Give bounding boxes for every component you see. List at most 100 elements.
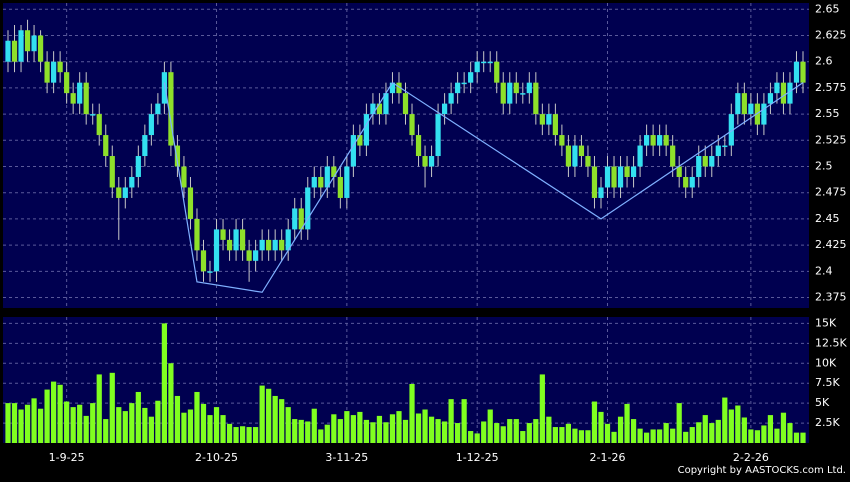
volume-bar xyxy=(279,399,285,443)
volume-bar xyxy=(253,427,259,443)
y2-tick-label: 2.5K xyxy=(815,416,840,429)
copyright: Copyright by AASTOCKS.com Ltd. xyxy=(678,465,846,476)
candle-body xyxy=(676,166,682,177)
candle-body xyxy=(194,218,200,251)
candle-body xyxy=(142,135,148,157)
volume-bar xyxy=(604,423,611,443)
volume-bar xyxy=(663,423,669,443)
volume-bar xyxy=(533,419,539,443)
candle-body xyxy=(767,93,774,104)
volume-bar xyxy=(44,389,50,443)
volume-bar xyxy=(741,417,747,443)
y-tick-label: 2.375 xyxy=(815,291,847,304)
volume-bar xyxy=(617,416,624,443)
volume-bar xyxy=(793,432,800,443)
volume-bar xyxy=(200,403,207,443)
y2-tick-label: 15K xyxy=(815,316,837,329)
volume-bar xyxy=(715,419,721,443)
x-tick-label: 2-2-26 xyxy=(733,451,769,464)
volume-bar xyxy=(239,426,246,443)
candle-body xyxy=(526,82,532,94)
volume-bar xyxy=(585,430,591,443)
volume-bar xyxy=(344,411,350,443)
volume-bar xyxy=(311,408,317,443)
volume-bar xyxy=(676,403,682,443)
candle-body xyxy=(279,239,285,251)
y2-tick-label: 7.5K xyxy=(815,376,840,389)
candle-body xyxy=(24,30,31,52)
candle-body xyxy=(585,156,591,167)
volume-bar xyxy=(233,427,239,443)
candle-body xyxy=(774,82,780,94)
candle-body xyxy=(689,176,695,188)
candle-body xyxy=(683,176,689,188)
volume-bar xyxy=(226,423,233,443)
candle-body xyxy=(57,61,63,73)
candle-body xyxy=(103,135,109,157)
volume-bar xyxy=(331,414,337,443)
volume-bar xyxy=(487,409,493,443)
volume-bar xyxy=(748,429,754,443)
candle-body xyxy=(481,61,487,64)
volume-bar xyxy=(565,423,572,443)
volume-bar xyxy=(37,408,44,443)
volume-bar xyxy=(155,400,161,443)
volume-bar xyxy=(754,430,760,443)
volume-bar xyxy=(363,419,370,443)
volume-bar xyxy=(774,428,780,443)
volume-bar xyxy=(689,427,695,443)
volume-bar xyxy=(455,423,461,443)
volume-bar xyxy=(357,411,363,443)
candle-body xyxy=(161,72,167,104)
y-tick-label: 2.45 xyxy=(815,212,840,225)
volume-bar xyxy=(142,407,148,443)
candle-body xyxy=(448,93,454,104)
volume-bar xyxy=(350,415,356,443)
candle-body xyxy=(800,61,806,83)
volume-bar xyxy=(500,426,506,443)
volume-bar xyxy=(481,421,487,443)
y-tick-label: 2.475 xyxy=(815,186,847,199)
volume-bar xyxy=(129,403,135,443)
volume-bar xyxy=(174,395,181,443)
candle-body xyxy=(96,114,102,136)
volume-bar xyxy=(96,374,102,443)
candle-body xyxy=(761,103,767,125)
volume-bar xyxy=(428,416,435,443)
volume-bar xyxy=(539,374,545,443)
candle-body xyxy=(578,145,585,157)
volume-bar xyxy=(83,415,89,443)
volume-bar xyxy=(735,405,741,443)
candle-body xyxy=(428,156,435,167)
volume-bar xyxy=(324,424,330,443)
candle-body xyxy=(246,250,252,261)
x-tick-label: 2-10-25 xyxy=(195,451,238,464)
candle-body xyxy=(64,72,70,94)
y-tick-label: 2.65 xyxy=(815,2,840,15)
candle-body xyxy=(748,103,754,115)
candle-body xyxy=(266,239,272,251)
candle-body xyxy=(148,114,154,136)
volume-bar xyxy=(24,404,31,443)
volume-bar xyxy=(422,409,428,443)
candle-body xyxy=(441,103,448,115)
candle-body xyxy=(644,135,650,146)
candle-body xyxy=(285,229,291,251)
volume-bar xyxy=(559,427,565,443)
volume-bar xyxy=(780,412,787,443)
candle-body xyxy=(70,93,76,104)
candle-body xyxy=(598,187,604,198)
candle-body xyxy=(51,61,57,83)
candle-body xyxy=(709,156,715,167)
candle-body xyxy=(552,114,558,136)
candle-body xyxy=(455,82,461,94)
volume-bar xyxy=(611,431,617,443)
volume-bar xyxy=(578,430,585,443)
volume-bar xyxy=(702,415,708,443)
volume-bar xyxy=(337,419,343,443)
volume-bar xyxy=(546,416,552,443)
candle-body xyxy=(559,135,565,146)
volume-bar xyxy=(376,415,383,443)
candle-body xyxy=(11,40,18,62)
